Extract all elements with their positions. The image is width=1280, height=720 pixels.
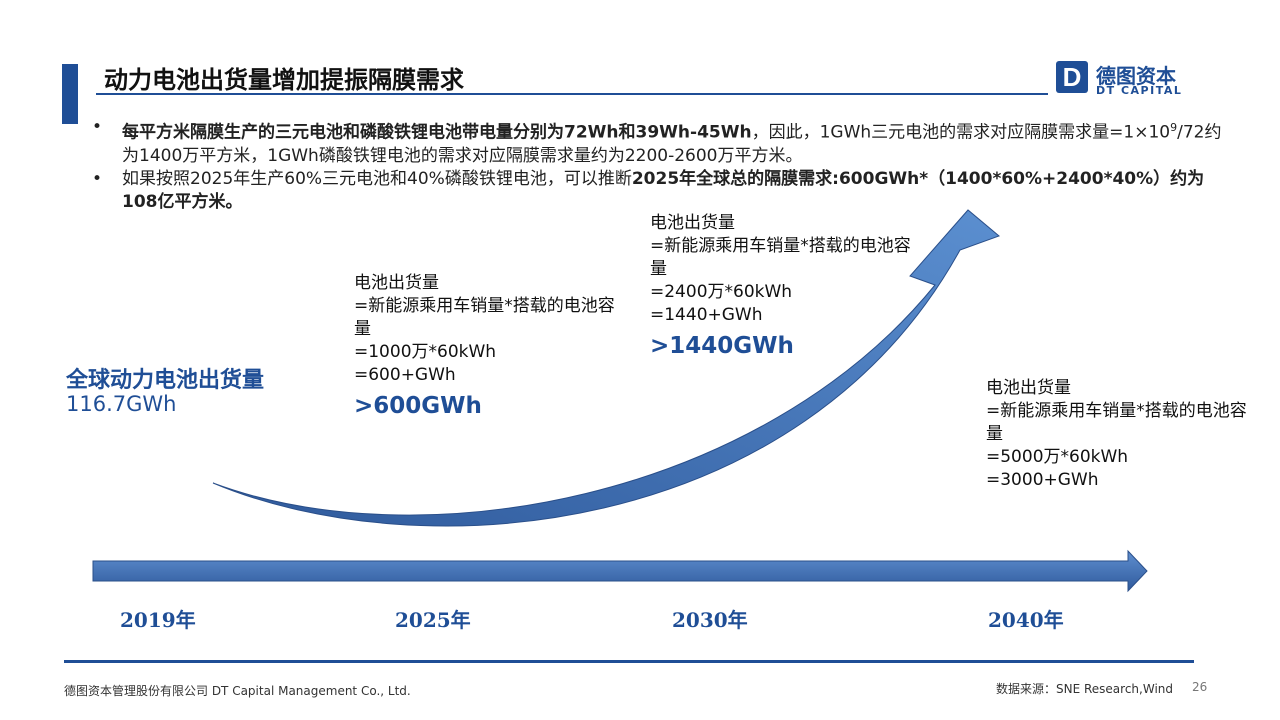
block-highlight-value: >600GWh: [354, 393, 482, 419]
bullet-dot-icon: •: [92, 168, 103, 189]
block-line: =600+GWh: [354, 365, 456, 385]
block-line: =2400万*60kWh: [650, 282, 793, 302]
bullet-1-text-b: /72约为1400万平方米，1GWh磷酸铁锂电池的需求对应隔膜需求量约为2200…: [122, 122, 1222, 166]
bullet-list: • 每平方米隔膜生产的三元电池和磷酸铁锂电池带电量分别为72Wh和39Wh-45…: [92, 116, 1222, 214]
timeline-arrow: [92, 549, 1148, 593]
title-underline: [96, 93, 1048, 95]
year-label-2040: 2040年: [988, 608, 1064, 632]
title-accent-bar: [62, 64, 78, 124]
logo-icon: D: [1056, 61, 1088, 93]
bullet-item-2: • 如果按照2025年生产60%三元电池和40%磷酸铁锂电池，可以推断2025年…: [92, 168, 1222, 214]
year-label-2030: 2030年: [672, 608, 748, 632]
bullet-1-superscript: 9: [1170, 121, 1178, 134]
bullet-2-bold: 2025年全球总的隔膜需求:600GWh*（1400*60%+2400*40%）…: [122, 168, 1205, 212]
page-title: 动力电池出货量增加提振隔膜需求: [104, 66, 464, 94]
block-line: 量: [986, 424, 1003, 444]
block-line: 量: [650, 259, 667, 279]
block-line: =新能源乘用车销量*搭载的电池容: [354, 296, 615, 316]
logo-english-name: DT CAPITAL: [1096, 84, 1183, 97]
year-label-2019: 2019年: [120, 608, 196, 632]
bullet-2-text: 如果按照2025年生产60%三元电池和40%磷酸铁锂电池，可以推断: [122, 168, 632, 189]
bullet-1-bold: 每平方米隔膜生产的三元电池和磷酸铁锂电池带电量分别为72Wh和39Wh-45Wh: [122, 122, 752, 143]
bullet-item-1: • 每平方米隔膜生产的三元电池和磷酸铁锂电池带电量分别为72Wh和39Wh-45…: [92, 116, 1222, 168]
block-line: =5000万*60kWh: [986, 447, 1129, 467]
block-line: =3000+GWh: [986, 470, 1099, 490]
block-line: 电池出货量: [986, 378, 1071, 398]
block-line: =新能源乘用车销量*搭载的电池容: [650, 236, 911, 256]
bullet-1-text-a: ，因此，1GWh三元电池的需求对应隔膜需求量=1×10: [751, 122, 1171, 143]
shipment-block-2030: 电池出货量 =新能源乘用车销量*搭载的电池容 量 =2400万*60kWh =1…: [650, 212, 911, 358]
global-shipment-title: 全球动力电池出货量: [66, 368, 265, 393]
footer-divider: [64, 660, 1194, 663]
block-line: 电池出货量: [650, 213, 735, 233]
bullet-dot-icon: •: [92, 117, 103, 137]
footer-company: 德图资本管理股份有限公司 DT Capital Management Co., …: [64, 684, 411, 698]
shipment-block-2025: 电池出货量 =新能源乘用车销量*搭载的电池容 量 =1000万*60kWh =6…: [354, 272, 615, 418]
block-highlight-value: >1440GWh: [650, 333, 794, 359]
footer-source: 数据来源：SNE Research,Wind: [996, 682, 1174, 696]
block-line: 量: [354, 319, 371, 339]
block-line: =1000万*60kWh: [354, 342, 497, 362]
block-line: =新能源乘用车销量*搭载的电池容: [986, 401, 1247, 421]
shipment-block-2040: 电池出货量 =新能源乘用车销量*搭载的电池容 量 =5000万*60kWh =3…: [986, 377, 1247, 492]
curved-growth-arrow: [212, 209, 1000, 527]
global-shipment-value: 116.7GWh: [66, 392, 177, 416]
logo-chinese-name: 德图资本: [1096, 64, 1176, 88]
page-number: 26: [1192, 680, 1208, 694]
block-line: 电池出货量: [354, 273, 439, 293]
year-label-2025: 2025年: [395, 608, 471, 632]
block-line: =1440+GWh: [650, 305, 763, 325]
